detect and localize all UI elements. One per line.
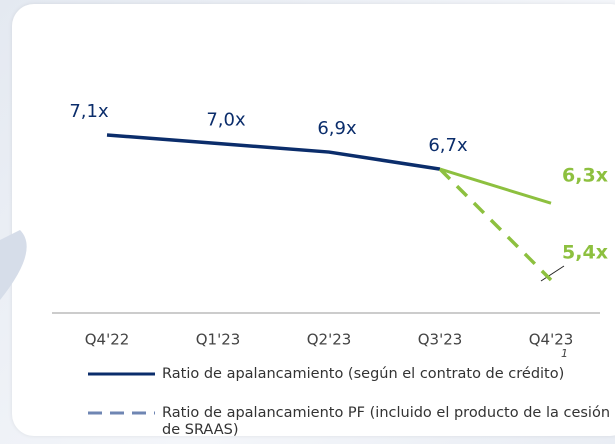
data-label: 6,9x bbox=[317, 118, 357, 139]
line-forecast bbox=[439, 167, 552, 205]
data-label: 6,3x bbox=[562, 165, 608, 187]
footnote: 1 bbox=[561, 347, 568, 360]
x-tick-label: Q4'22 bbox=[85, 331, 130, 349]
data-label: 5,4x bbox=[562, 242, 608, 264]
legend-label: Ratio de apalancamiento PF (incluido el … bbox=[162, 405, 611, 438]
x-tick-label: Q2'23 bbox=[307, 331, 352, 349]
data-label: 7,0x bbox=[206, 110, 246, 131]
data-label: 6,7x bbox=[428, 135, 468, 156]
decor bbox=[0, 230, 27, 300]
pointer bbox=[540, 265, 565, 282]
x-tick-label: Q3'23 bbox=[418, 331, 463, 349]
x-tick-label: Q4'23 bbox=[529, 331, 574, 349]
line bbox=[438, 167, 553, 282]
card bbox=[12, 4, 615, 436]
data-label: 7,1x bbox=[69, 101, 109, 122]
x-tick-label: Q1'23 bbox=[196, 331, 241, 349]
line bbox=[106, 133, 441, 171]
legend-label: Ratio de apalancamiento (según el contra… bbox=[162, 366, 565, 382]
